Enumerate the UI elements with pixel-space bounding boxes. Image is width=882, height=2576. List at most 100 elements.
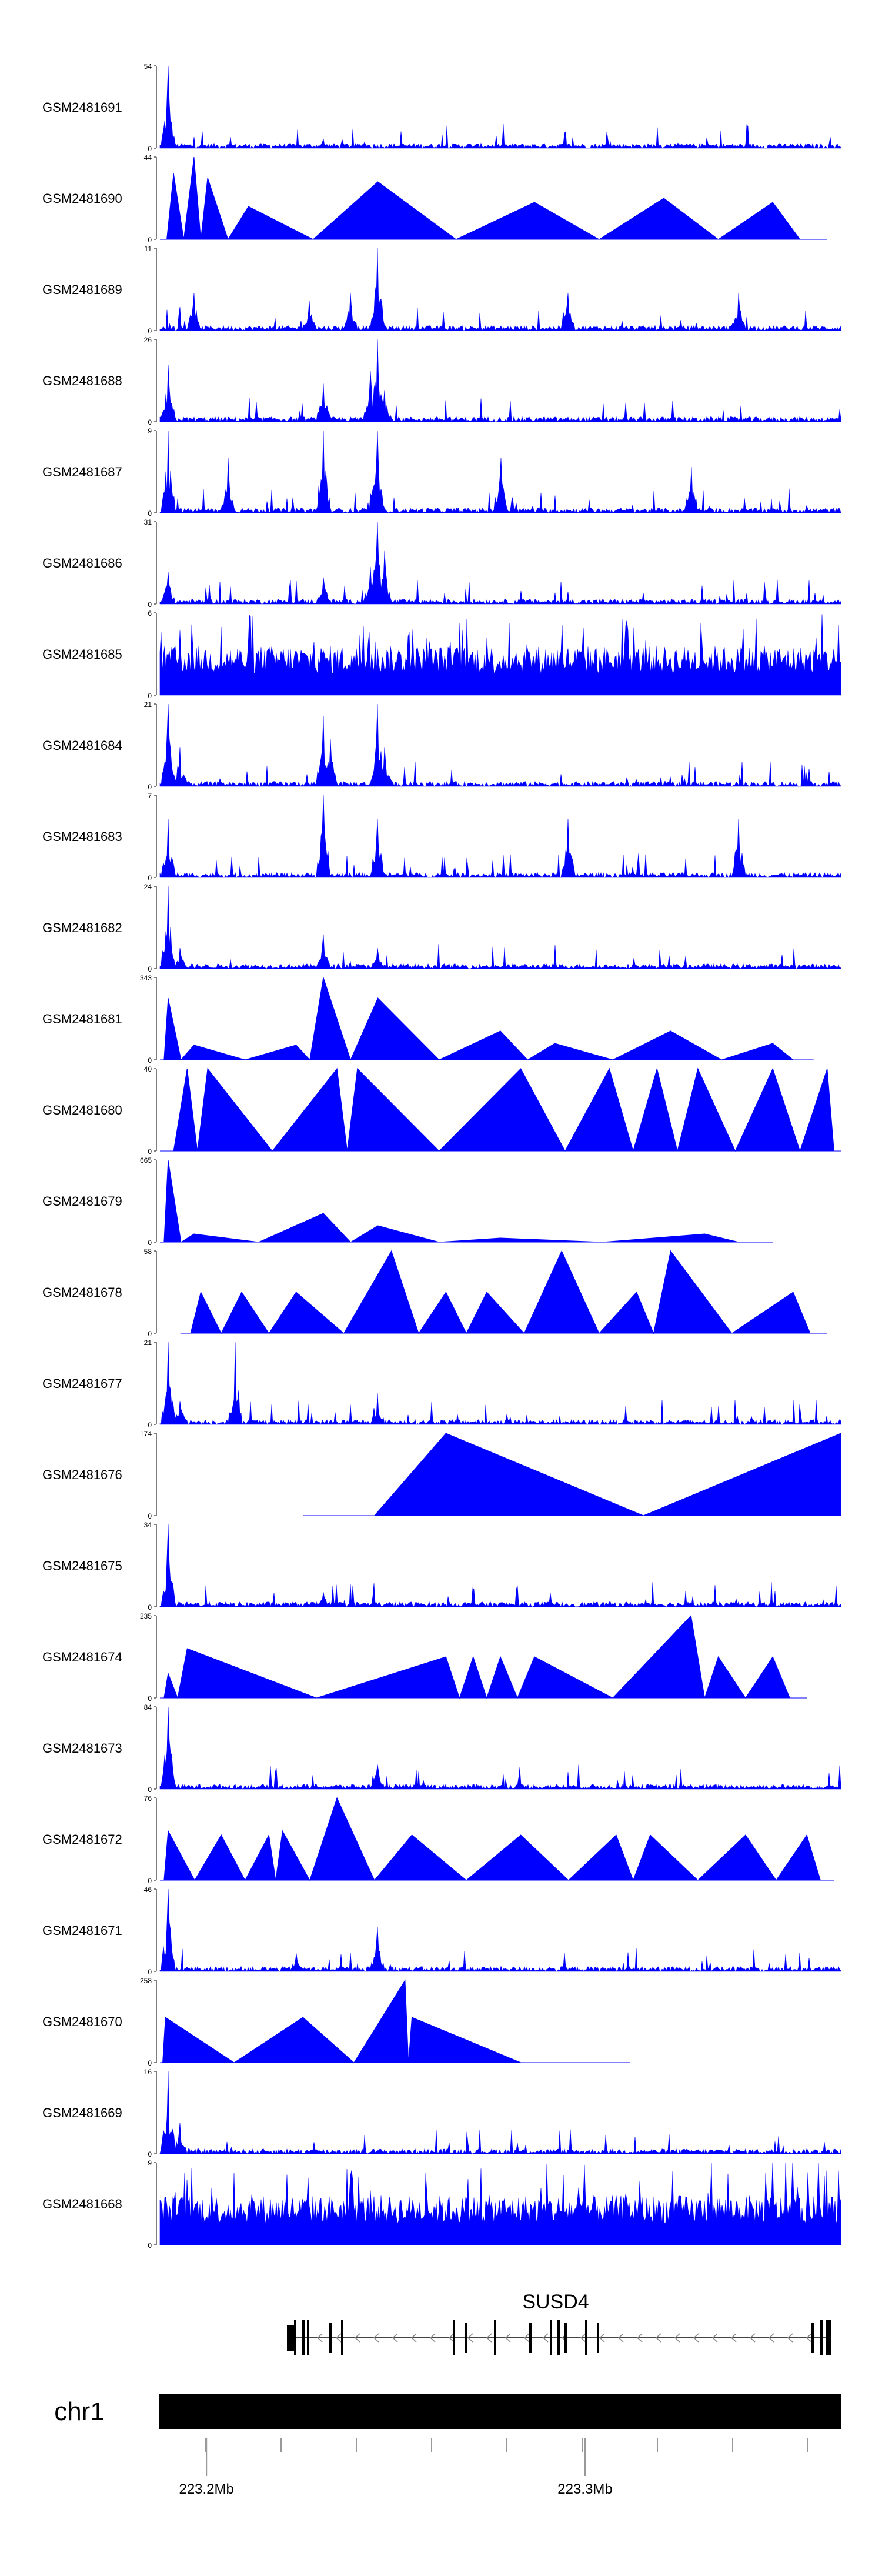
chromosome-ticks: 223.2Mb 223.3Mb (179, 2438, 808, 2497)
strand-arrow (636, 2333, 643, 2343)
y-axis-min-label: 0 (148, 783, 152, 791)
track-label: GSM2481691 (42, 100, 122, 115)
strand-arrow (580, 2333, 586, 2343)
track-GSM2481686: GSM2481686 31 0 (42, 518, 841, 609)
gene-exon (494, 2320, 496, 2355)
gene-exon (597, 2323, 599, 2353)
y-axis-max-label: 343 (140, 974, 152, 982)
y-axis-max-label: 26 (144, 336, 152, 344)
y-axis-min-label: 0 (148, 874, 152, 882)
y-axis-max-label: 258 (140, 1977, 152, 1985)
track-label: GSM2481672 (42, 1832, 122, 1847)
y-axis-min-label: 0 (148, 145, 152, 153)
coverage-signal (159, 1342, 841, 1425)
strand-arrow (335, 2333, 342, 2343)
y-axis-min-label: 0 (148, 965, 152, 973)
track-GSM2481675: GSM2481675 34 0 (42, 1521, 841, 1611)
y-axis-max-label: 24 (144, 883, 152, 891)
track-label: GSM2481686 (42, 556, 122, 570)
coverage-signal (159, 430, 841, 513)
strand-arrow (711, 2333, 718, 2343)
coverage-signal (159, 248, 841, 332)
track-label: GSM2481669 (42, 2105, 122, 2120)
y-axis-min-label: 0 (148, 418, 152, 426)
track-GSM2481681: GSM2481681 343 0 (42, 974, 814, 1065)
y-axis-max-label: 11 (145, 245, 152, 253)
y-axis-max-label: 174 (140, 1430, 152, 1438)
track-label: GSM2481679 (42, 1194, 122, 1209)
y-axis-max-label: 58 (144, 1247, 152, 1256)
coverage-signal (159, 886, 841, 970)
track-label: GSM2481688 (42, 373, 122, 388)
track-label: GSM2481675 (42, 1559, 122, 1573)
y-axis-min-label: 0 (148, 509, 152, 518)
track-GSM2481688: GSM2481688 26 0 (42, 336, 841, 426)
y-axis-min-label: 0 (148, 2241, 152, 2250)
y-axis-min-label: 0 (148, 1877, 152, 1885)
track-GSM2481687: GSM2481687 9 0 (42, 427, 841, 518)
track-label: GSM2481689 (42, 282, 122, 297)
coverage-signal (160, 977, 814, 1061)
y-axis-max-label: 9 (148, 427, 152, 435)
y-axis-max-label: 84 (144, 1703, 152, 1711)
gene-exon (465, 2323, 467, 2353)
y-axis-max-label: 76 (144, 1794, 152, 1803)
gene-exon (550, 2320, 552, 2355)
strand-arrow (392, 2333, 398, 2343)
y-axis-min-label: 0 (148, 1786, 152, 1794)
coverage-signal (159, 614, 841, 696)
y-axis-max-label: 46 (144, 1886, 152, 1894)
track-label: GSM2481674 (42, 1650, 122, 1664)
track-label: GSM2481687 (42, 465, 122, 479)
strand-arrow (693, 2333, 699, 2343)
y-axis-max-label: 21 (144, 700, 152, 709)
y-axis-min-label: 0 (148, 692, 152, 700)
gene-exon (287, 2325, 295, 2351)
y-axis-min-label: 0 (148, 1968, 152, 1976)
track-GSM2481671: GSM2481671 46 0 (42, 1886, 841, 1976)
chromosome-tick-label: 223.2Mb (179, 2481, 233, 2497)
track-GSM2481680: GSM2481680 40 0 (42, 1065, 841, 1156)
strand-arrow (523, 2333, 530, 2343)
gene-exon (585, 2320, 587, 2355)
gene-exon (557, 2320, 560, 2355)
coverage-signal (160, 1979, 630, 2063)
track-label: GSM2481683 (42, 829, 122, 844)
coverage-signal (159, 1706, 841, 1790)
track-GSM2481685: GSM2481685 6 0 (42, 609, 841, 700)
strand-arrow (429, 2333, 436, 2343)
gene-exon (811, 2323, 814, 2353)
y-axis-min-label: 0 (148, 1694, 152, 1703)
y-axis-max-label: 665 (140, 1156, 152, 1164)
y-axis-max-label: 34 (144, 1521, 152, 1529)
y-axis-max-label: 44 (144, 154, 152, 162)
coverage-signal (180, 1250, 827, 1334)
coverage-signal (159, 65, 841, 149)
strand-arrow (674, 2333, 680, 2343)
coverage-signal (159, 703, 841, 787)
track-label: GSM2481668 (42, 2197, 122, 2211)
track-label: GSM2481671 (42, 1923, 122, 1938)
track-GSM2481674: GSM2481674 235 0 (42, 1612, 807, 1703)
track-GSM2481678: GSM2481678 58 0 (42, 1247, 827, 1338)
gene-exon (302, 2320, 305, 2355)
coverage-signal (303, 1433, 841, 1516)
track-GSM2481668: GSM2481668 9 0 (42, 2159, 841, 2250)
chromosome-axis: chr1 223.2Mb 223.3Mb (54, 2394, 841, 2497)
chromosome-tick-label: 223.3Mb (557, 2481, 612, 2497)
strand-arrow (806, 2333, 812, 2343)
track-label: GSM2481673 (42, 1741, 122, 1756)
track-GSM2481673: GSM2481673 84 0 (42, 1703, 841, 1794)
y-axis-min-label: 0 (148, 1330, 152, 1338)
strand-arrow (768, 2333, 774, 2343)
strand-arrow (655, 2333, 662, 2343)
coverage-signal (159, 521, 841, 605)
y-axis-min-label: 0 (148, 1603, 152, 1611)
y-axis-min-label: 0 (148, 1056, 152, 1065)
gene-track-susd4: SUSD4 (287, 2291, 831, 2355)
track-GSM2481672: GSM2481672 76 0 (42, 1794, 834, 1885)
y-axis-min-label: 0 (148, 236, 152, 244)
gene-exon (564, 2323, 567, 2353)
y-axis-max-label: 16 (144, 2068, 152, 2076)
